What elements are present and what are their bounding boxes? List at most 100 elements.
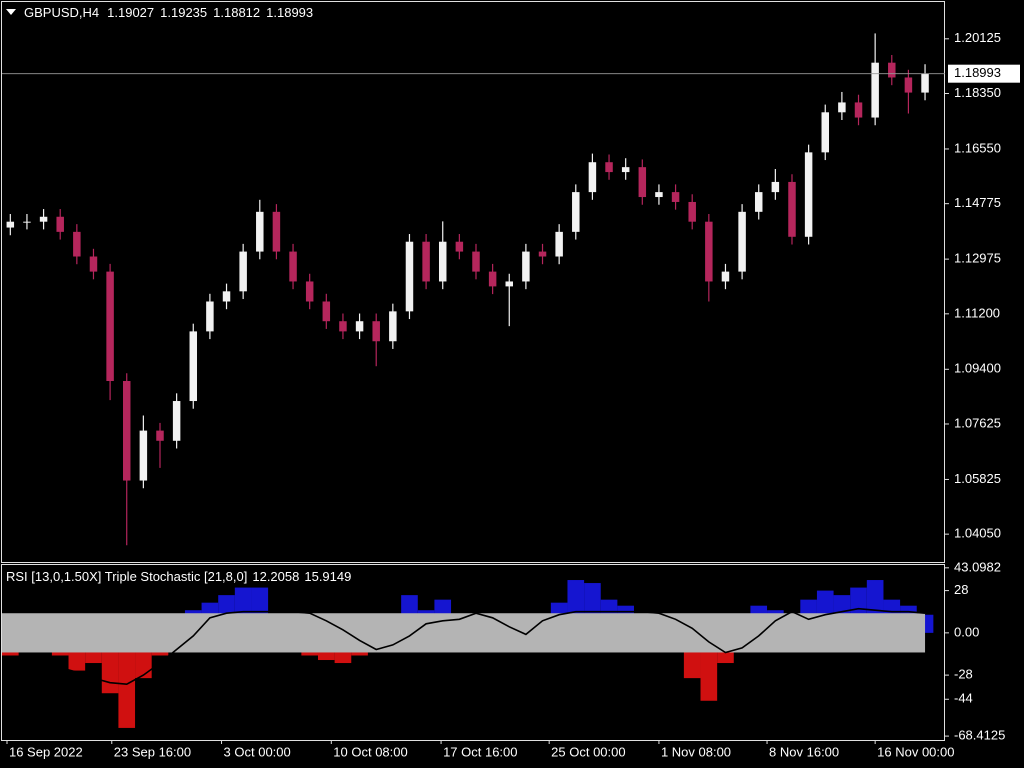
candle-body — [472, 251, 480, 272]
x-tick-label: 3 Oct 00:00 — [224, 744, 291, 759]
x-tick-label: 8 Nov 16:00 — [769, 744, 839, 759]
open: 1.19027 — [107, 5, 154, 20]
y-tick-label: 1.20125 — [954, 30, 1001, 45]
price-pane — [1, 1, 945, 563]
candle-body — [272, 211, 281, 252]
candle-body — [405, 241, 414, 312]
candle-body — [671, 192, 680, 202]
candle-body — [239, 251, 247, 292]
candle-body — [821, 112, 829, 153]
candle-body — [89, 256, 98, 272]
candle-body — [904, 77, 913, 93]
candle-body — [921, 73, 929, 93]
candle-body — [854, 102, 863, 118]
candle-body — [738, 211, 746, 272]
candle-body — [888, 62, 896, 78]
candle-body — [339, 321, 347, 332]
x-tick-label: 23 Sep 16:00 — [114, 744, 191, 759]
candle-body — [771, 181, 780, 193]
y-tick-label: -44 — [954, 691, 973, 706]
y-tick-label: 28 — [954, 582, 968, 597]
y-tick-label: 1.16550 — [954, 140, 1001, 155]
indicator-header: RSI [13,0,1.50X] Triple Stochastic [21,8… — [6, 569, 351, 584]
candle-body — [505, 281, 513, 287]
candle-body — [754, 192, 763, 212]
candle-body — [222, 291, 231, 302]
candle-body — [305, 281, 314, 302]
signal-line — [10, 607, 926, 686]
candle-body — [438, 241, 447, 282]
y-tick-label: -28 — [954, 667, 973, 682]
current-price-label: 1.18993 — [954, 65, 1001, 80]
symbol: GBPUSD,H4 — [24, 5, 99, 20]
candle-body — [455, 241, 464, 252]
candle-body — [56, 216, 64, 232]
candle-body — [189, 331, 198, 402]
y-tick-label: 1.18350 — [954, 85, 1001, 100]
candle-body — [39, 216, 48, 222]
candle-body — [522, 251, 530, 282]
candle-body — [804, 152, 813, 237]
high: 1.19235 — [160, 5, 207, 20]
y-tick-label: 1.07625 — [954, 415, 1001, 430]
indicator-pane — [1, 564, 945, 741]
candle-body — [256, 211, 264, 252]
candle-body — [638, 167, 647, 198]
y-tick-label: 1.12975 — [954, 251, 1001, 266]
candle-body — [655, 192, 663, 198]
candle-body — [322, 301, 331, 322]
candle-body — [106, 271, 114, 381]
readout: 15.9149 — [304, 569, 351, 584]
y-tick-label: 1.04050 — [954, 526, 1001, 541]
candle-body — [6, 221, 15, 228]
x-tick-label: 16 Sep 2022 — [9, 744, 83, 759]
candle-body — [705, 221, 713, 282]
y-tick-label: 43.0982 — [954, 559, 1001, 574]
current-price-box — [948, 64, 1020, 83]
candle-body — [688, 201, 696, 222]
candle-body — [538, 251, 547, 257]
candle-body — [23, 221, 31, 223]
y-tick-label: 1.11200 — [954, 305, 1000, 320]
x-tick-label: 1 Nov 08:00 — [661, 744, 731, 759]
y-tick-label: 1.14775 — [954, 195, 1001, 210]
low: 1.18812 — [213, 5, 260, 20]
readout: 12.2058 — [252, 569, 299, 584]
candle-body — [721, 271, 730, 282]
candle-body — [206, 301, 214, 332]
candle-body — [372, 321, 380, 342]
candle-body — [605, 162, 613, 173]
candle-body — [355, 321, 364, 332]
y-tick-label: 0.00 — [954, 624, 979, 639]
candle-body — [788, 181, 796, 237]
symbol-header: GBPUSD,H4 1.19027 1.19235 1.18812 1.18993 — [24, 5, 313, 20]
y-tick-label: -68.4125 — [954, 728, 1005, 743]
close: 1.18993 — [266, 5, 313, 20]
x-tick-label: 25 Oct 00:00 — [551, 744, 625, 759]
candle-body — [555, 231, 563, 257]
candle-body — [871, 62, 879, 118]
y-tick-label: 1.09400 — [954, 361, 1001, 376]
candle-body — [389, 311, 397, 342]
candle-body — [488, 271, 497, 287]
candle-body — [172, 401, 181, 441]
menu-arrow[interactable] — [6, 9, 16, 15]
level-band — [2, 613, 926, 653]
x-tick-label: 16 Nov 00:00 — [877, 744, 954, 759]
x-tick-label: 10 Oct 08:00 — [333, 744, 407, 759]
candle-body — [588, 162, 597, 193]
candle-body — [139, 430, 148, 481]
candle-body — [422, 241, 430, 282]
x-tick-label: 17 Oct 16:00 — [443, 744, 517, 759]
y-tick-label: 1.05825 — [954, 471, 1001, 486]
candle-body — [572, 192, 580, 232]
candle-body — [156, 430, 164, 441]
histogram-bar — [118, 632, 136, 728]
candle-body — [289, 251, 297, 282]
indicator-title: RSI [13,0,1.50X] Triple Stochastic [21,8… — [6, 569, 247, 584]
candle-body — [621, 167, 630, 173]
candle-body — [122, 380, 131, 481]
candle-body — [838, 102, 846, 113]
